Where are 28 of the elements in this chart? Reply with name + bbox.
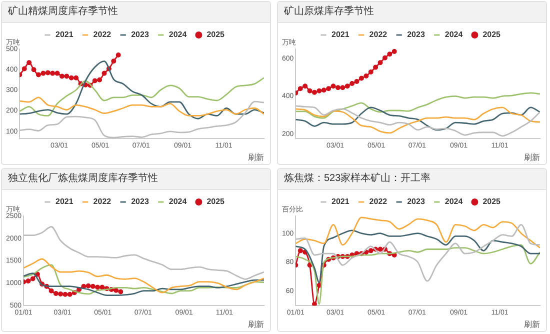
text: 刷新 bbox=[248, 320, 264, 329]
legend-label: 2021 bbox=[332, 197, 350, 206]
chart-title: 矿山精煤周度库存季节性 bbox=[2, 2, 270, 23]
legend-label: 2023 bbox=[131, 30, 150, 40]
chart-title: 炼焦煤：523家样本矿山：开工率 bbox=[278, 169, 546, 190]
text: 刷新 bbox=[248, 153, 264, 162]
legend-label: 2022 bbox=[93, 197, 112, 206]
chart-title: 矿山原煤库存季节性 bbox=[278, 2, 546, 23]
chart-title: 独立焦化厂炼焦煤周度库存季节性 bbox=[2, 169, 270, 190]
legend-label: 2024 bbox=[168, 197, 188, 206]
text: 刷新 bbox=[524, 320, 540, 329]
legend-label: 2024 bbox=[444, 197, 464, 206]
legend-label: 2025 bbox=[482, 197, 502, 206]
legend-label: 2025 bbox=[206, 197, 226, 206]
legend-label: 2021 bbox=[56, 197, 74, 206]
legend-label: 2024 bbox=[444, 30, 464, 40]
legend-label: 2023 bbox=[407, 197, 426, 206]
legend-label: 2022 bbox=[369, 197, 388, 206]
legend-label: 2023 bbox=[131, 197, 150, 206]
legend-label: 2023 bbox=[407, 30, 426, 40]
legend-label: 2025 bbox=[206, 30, 226, 40]
legend-label: 2025 bbox=[482, 30, 502, 40]
legend-label: 2022 bbox=[369, 30, 388, 40]
legend-label: 2024 bbox=[168, 30, 188, 40]
legend-label: 2022 bbox=[93, 30, 112, 40]
legend-label: 2021 bbox=[332, 30, 350, 40]
legend-label: 2021 bbox=[56, 30, 74, 40]
text: 刷新 bbox=[524, 153, 540, 162]
